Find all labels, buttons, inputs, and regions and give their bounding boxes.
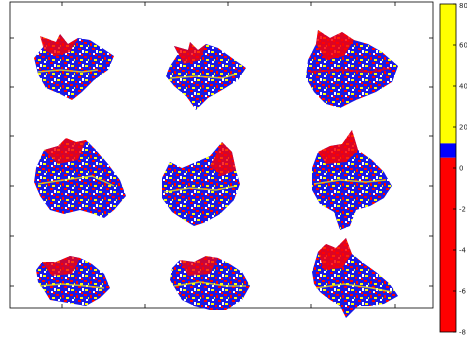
colorbar-tick-label: 80 bbox=[459, 2, 467, 10]
colorbar-tick-label: 20 bbox=[459, 124, 467, 132]
colorbar-tick-label: -4 bbox=[459, 247, 467, 255]
leaf-panel-r3c2 bbox=[170, 256, 250, 310]
colorbar-tick-label: -6 bbox=[459, 288, 467, 296]
leaf-panel-r1c3 bbox=[306, 30, 398, 108]
colorbar-segment-1 bbox=[440, 143, 456, 158]
colorbar-tick-label: -2 bbox=[459, 206, 466, 214]
leaf-panel-r2c2 bbox=[162, 142, 240, 226]
leaf-panel-r3c1 bbox=[36, 256, 110, 306]
leaf-panel-r2c1 bbox=[34, 138, 126, 218]
colorbar-segment-2 bbox=[440, 157, 456, 332]
leaf-panel-r1c1 bbox=[34, 34, 114, 100]
colorbar-tick-label: 60 bbox=[459, 42, 467, 50]
colorbar: 80 60 40 20 0 -2 -4 -6 -8 bbox=[439, 2, 467, 337]
colorbar-tick-label: 40 bbox=[459, 83, 467, 91]
leaf-panel-r1c2 bbox=[166, 42, 246, 110]
leaf-panel-r2c3 bbox=[312, 130, 392, 230]
colorbar-tick-label: -8 bbox=[459, 329, 466, 337]
colorbar-segment-0 bbox=[440, 4, 456, 144]
colorbar-tick-label: 0 bbox=[459, 165, 463, 173]
axis-ticks bbox=[10, 2, 433, 308]
leaf-panel-r3c3 bbox=[312, 238, 398, 318]
